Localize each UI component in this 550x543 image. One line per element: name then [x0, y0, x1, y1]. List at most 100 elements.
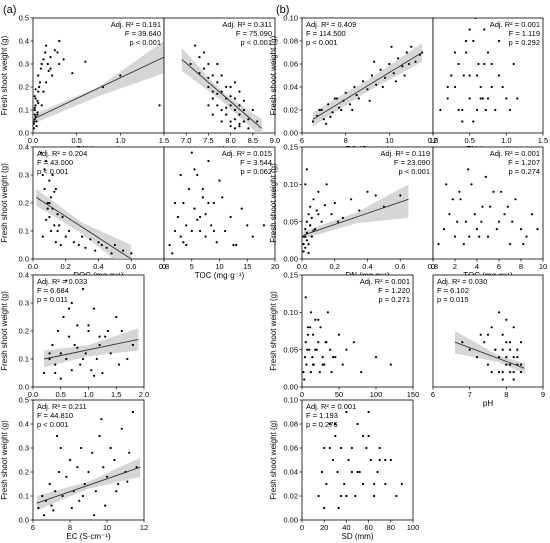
data-point: [501, 85, 504, 89]
x-tick-label: 0.0: [297, 262, 307, 271]
y-tick-label: 0.1: [19, 355, 29, 364]
panel-b2: 0.00.51.01.5TN (mg·g⁻¹)Adj. R² = 0.001F …: [428, 17, 548, 154]
data-point: [211, 97, 214, 100]
data-point: [48, 357, 51, 361]
data-point: [229, 95, 232, 98]
data-point: [65, 279, 68, 282]
data-point: [56, 229, 59, 233]
data-point: [307, 213, 310, 216]
data-point: [304, 228, 307, 231]
data-point: [93, 514, 96, 517]
data-point: [238, 122, 241, 125]
panel-a3: 0.00.20.40.60.80.00.10.20.30.4DOC (mg·g⁻…: [0, 143, 169, 280]
x-tick-label: 9: [541, 390, 545, 399]
data-point: [202, 51, 206, 54]
x-tick-label: 10: [385, 136, 393, 145]
data-point: [318, 108, 321, 112]
y-tick-label: 0.3: [19, 171, 29, 180]
data-point: [317, 341, 320, 344]
data-point: [40, 62, 43, 66]
data-point: [43, 514, 46, 517]
x-tick-label: 10: [103, 523, 111, 532]
data-point: [339, 446, 342, 450]
x-tick-label: 1.5: [111, 390, 121, 399]
panel-b3: 0.00.20.40.60.80.000.050.100.15DN (mg·g⁻…: [269, 143, 438, 280]
x-tick-label: 7.5: [203, 136, 213, 145]
data-point: [89, 238, 92, 241]
data-point: [93, 374, 96, 377]
data-point: [464, 220, 468, 223]
data-point: [305, 239, 308, 242]
data-point: [453, 85, 457, 89]
data-point: [40, 151, 43, 154]
y-axis-label: Fresh shoot weight (g): [0, 35, 9, 115]
data-point: [305, 168, 308, 171]
y-tick-label: 0.1: [19, 106, 29, 115]
data-point: [350, 446, 353, 450]
data-point: [45, 218, 48, 221]
data-point: [220, 74, 223, 77]
data-point: [505, 363, 508, 366]
y-tick-label: 0.04: [283, 83, 298, 92]
data-point: [379, 68, 382, 71]
stats-line: p = 0.292: [509, 38, 541, 47]
data-point: [461, 120, 464, 123]
x-tick-label: 20: [271, 262, 279, 271]
data-point: [332, 356, 335, 359]
data-point: [390, 45, 393, 48]
stats-line: Adj. R² = 0.033: [37, 277, 87, 286]
data-point: [306, 348, 309, 351]
data-point: [67, 229, 71, 233]
data-point: [446, 97, 449, 100]
data-point: [225, 106, 228, 109]
data-point: [207, 159, 210, 163]
y-tick-label: 0.0: [19, 255, 29, 264]
data-point: [122, 249, 125, 252]
data-point: [508, 348, 512, 351]
data-point: [76, 466, 79, 469]
data-point: [530, 213, 534, 216]
data-point: [378, 458, 381, 462]
data-point: [106, 329, 109, 333]
data-point: [332, 458, 335, 462]
data-point: [484, 108, 487, 112]
data-point: [312, 198, 315, 201]
data-point: [189, 62, 192, 66]
y-tick-label: 0.0: [19, 383, 29, 392]
data-point: [233, 97, 237, 100]
x-tick-label: 0: [431, 262, 435, 271]
data-point: [58, 39, 61, 43]
data-point: [320, 108, 323, 112]
y-tick-label: 0.10: [283, 180, 298, 189]
data-point: [327, 103, 330, 106]
data-point: [356, 422, 359, 426]
plot-area: [302, 296, 392, 381]
data-point: [341, 363, 344, 366]
data-point: [84, 246, 87, 249]
data-point: [52, 509, 55, 512]
plot-area: [454, 311, 525, 381]
x-tick-label: 150: [407, 390, 420, 399]
y-tick-label: 0.0: [19, 516, 29, 525]
plot-area: [43, 279, 139, 380]
data-point: [468, 28, 471, 31]
data-point: [41, 173, 44, 177]
data-point: [185, 224, 188, 227]
data-point: [400, 482, 403, 486]
data-point: [54, 490, 57, 493]
data-point: [497, 220, 501, 223]
data-point: [314, 228, 317, 231]
stats-line: F = 23.090: [394, 158, 430, 167]
data-point: [407, 62, 411, 66]
data-point: [381, 85, 384, 89]
data-point: [81, 357, 85, 361]
data-point: [365, 446, 368, 450]
regression-line: [454, 341, 525, 369]
plot-area: [181, 44, 262, 133]
data-point: [61, 215, 64, 219]
data-point: [320, 470, 324, 474]
data-point: [399, 194, 402, 197]
data-point: [242, 120, 245, 123]
data-point: [51, 74, 54, 77]
data-point: [468, 348, 471, 351]
